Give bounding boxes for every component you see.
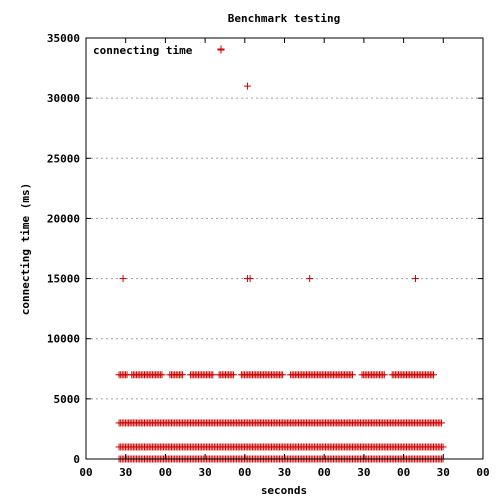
data-point xyxy=(279,371,287,379)
y-tick-label: 10000 xyxy=(47,333,80,346)
data-point xyxy=(349,371,357,379)
data-point xyxy=(246,275,254,283)
x-tick-label: 00 xyxy=(238,466,251,479)
axes: 0 5000 10000 15000 20000 25000 30000 35000 00 30 0… xyxy=(47,32,490,479)
x-tick-label: 00 xyxy=(476,466,489,479)
x-tick-label: 30 xyxy=(437,466,450,479)
data-point xyxy=(158,371,166,379)
x-tick-label: 30 xyxy=(198,466,211,479)
y-tick-label: 25000 xyxy=(47,152,80,165)
x-tick-label: 00 xyxy=(159,466,172,479)
legend-marker-symbol xyxy=(217,45,225,53)
y-tick-label: 5000 xyxy=(54,393,81,406)
x-tick-label: 30 xyxy=(119,466,132,479)
y-axis-label: connecting time (ms) xyxy=(19,183,32,315)
data-point xyxy=(179,371,187,379)
data-point xyxy=(412,275,420,283)
data-point xyxy=(380,371,388,379)
x-tick-label: 00 xyxy=(397,466,410,479)
data-point xyxy=(229,371,237,379)
x-tick-label: 30 xyxy=(357,466,370,479)
y-tick-label: 30000 xyxy=(47,92,80,105)
data-point xyxy=(430,371,438,379)
x-tick-label: 00 xyxy=(79,466,92,479)
data-point xyxy=(243,82,251,90)
data-point xyxy=(209,371,217,379)
y-tick-label: 15000 xyxy=(47,273,80,286)
y-tick-label: 20000 xyxy=(47,212,80,225)
chart-title: Benchmark testing xyxy=(228,12,341,25)
legend: connecting time xyxy=(93,44,225,57)
data-point xyxy=(439,443,447,451)
x-axis-label: seconds xyxy=(261,484,307,497)
y-tick-label: 0 xyxy=(73,453,80,466)
legend-marker xyxy=(217,45,225,53)
data-point xyxy=(119,275,127,283)
data-point xyxy=(437,419,445,427)
x-tick-label: 00 xyxy=(318,466,331,479)
legend-label: connecting time xyxy=(93,44,193,57)
data-point xyxy=(306,275,314,283)
y-tick-label: 35000 xyxy=(47,32,80,45)
x-tick-label: 30 xyxy=(278,466,291,479)
